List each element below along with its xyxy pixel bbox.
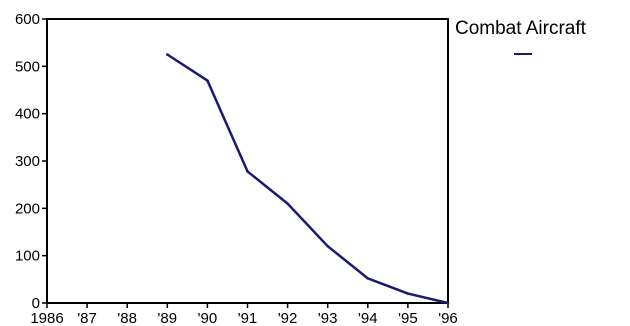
y-tick-label: 600 xyxy=(15,11,40,28)
x-tick-label: '89 xyxy=(158,310,178,326)
x-tick-label: '93 xyxy=(318,310,338,326)
legend-series-name: Combat Aircraft xyxy=(455,18,586,40)
plot-area-frame xyxy=(47,19,448,303)
data-point xyxy=(286,202,289,205)
y-tick-label: 500 xyxy=(15,58,40,75)
data-point xyxy=(206,79,209,82)
x-tick-label: '90 xyxy=(198,310,218,326)
y-tick-label: 300 xyxy=(15,153,40,170)
data-point xyxy=(246,170,249,173)
y-tick-label: 200 xyxy=(15,200,40,217)
x-tick-label: '88 xyxy=(117,310,137,326)
x-axis: 1986 '87 '88 '89 '90 '91 '92 '93 '94 '95 '96 xyxy=(30,303,457,326)
legend-swatch xyxy=(514,53,532,55)
data-point xyxy=(407,292,410,295)
x-tick-label: '95 xyxy=(398,310,418,326)
data-point xyxy=(367,277,370,280)
data-point xyxy=(166,53,169,56)
data-point xyxy=(447,302,450,305)
x-tick-label: '94 xyxy=(358,310,378,326)
y-tick-label: 100 xyxy=(15,248,40,265)
x-tick-label: '92 xyxy=(278,310,298,326)
x-tick-label: '96 xyxy=(438,310,458,326)
x-tick-label: '91 xyxy=(238,310,258,326)
data-point xyxy=(326,245,329,248)
series-layer xyxy=(166,53,449,304)
x-tick-label: 1986 xyxy=(30,310,63,326)
y-tick-label: 400 xyxy=(15,106,40,123)
x-tick-label: '87 xyxy=(77,310,97,326)
series-line xyxy=(167,55,448,304)
